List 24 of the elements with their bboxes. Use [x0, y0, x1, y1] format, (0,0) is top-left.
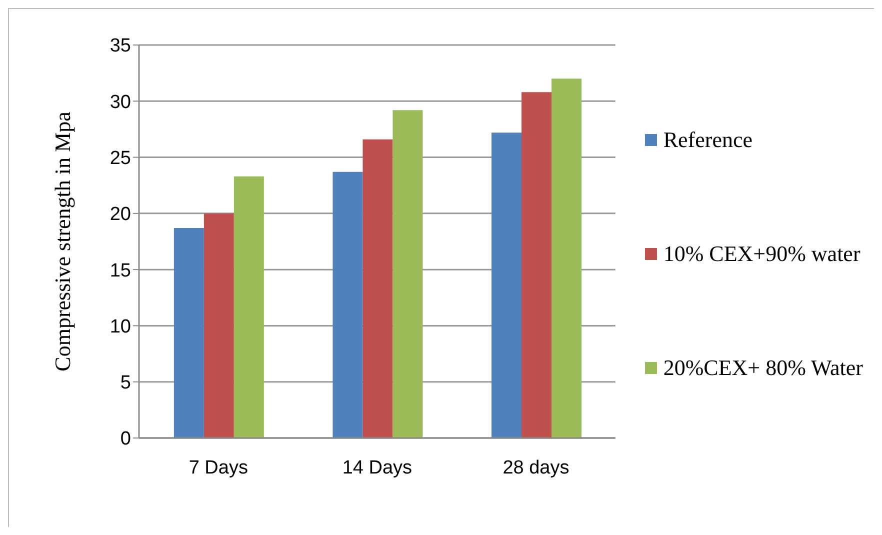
y-tick-label: 35: [110, 36, 131, 57]
legend-label: Reference: [663, 126, 753, 152]
legend-label: 20%CEX+ 80% Water: [663, 354, 863, 380]
y-tick-label: 15: [110, 260, 131, 282]
y-axis-title: Compressive strength in Mpa: [50, 111, 75, 372]
x-tick-label: 7 Days: [188, 457, 248, 478]
bar: [234, 176, 264, 438]
bar: [174, 228, 204, 438]
y-tick-label: 10: [110, 316, 131, 338]
bar: [332, 172, 363, 438]
y-tick-label: 30: [110, 92, 131, 113]
legend-label: 10% CEX+90% water: [663, 240, 860, 266]
bar: [492, 132, 522, 438]
bar: [522, 92, 552, 438]
y-tick-label: 0: [120, 428, 131, 450]
bar: [204, 213, 234, 438]
y-tick-label: 25: [110, 148, 131, 170]
x-tick-label: 28 days: [502, 457, 570, 478]
bar: [362, 139, 393, 438]
bar: [552, 78, 582, 438]
y-tick-label: 20: [110, 204, 131, 226]
y-tick-label: 5: [120, 372, 131, 394]
bar: [392, 110, 423, 438]
x-tick-label: 14 Days: [342, 457, 412, 478]
